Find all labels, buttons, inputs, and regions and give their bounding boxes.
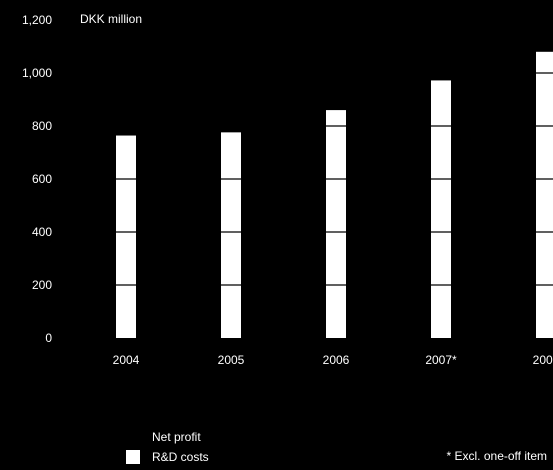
y-tick-label: 800 (32, 119, 52, 133)
y-axis-unit-label: DKK million (80, 12, 142, 26)
y-tick-label: 1,000 (22, 66, 52, 80)
x-tick-label: 2008 (533, 353, 553, 367)
legend-item-rd-costs: R&D costs (126, 447, 209, 467)
bar-rd-costs (326, 110, 346, 338)
legend-swatch-rd-costs (126, 450, 140, 464)
bars (116, 51, 553, 339)
x-axis-ticks: 2004 2005 2006 2007* 2008 (113, 353, 553, 367)
x-tick-label: 2006 (323, 353, 350, 367)
legend-label-net-profit: Net profit (152, 430, 201, 444)
y-tick-label: 0 (45, 331, 52, 345)
legend-label-rd-costs: R&D costs (152, 450, 209, 464)
y-tick-label: 400 (32, 225, 52, 239)
legend: Net profit R&D costs (126, 427, 209, 467)
y-axis-ticks: 0 200 400 600 800 1,000 1,200 (22, 13, 52, 345)
x-tick-label: 2007* (425, 353, 457, 367)
y-tick-label: 200 (32, 278, 52, 292)
y-tick-label: 600 (32, 172, 52, 186)
footnote: * Excl. one-off item (446, 449, 548, 463)
bar-rd-costs (431, 80, 451, 339)
x-tick-label: 2005 (218, 353, 245, 367)
x-tick-label: 2004 (113, 353, 140, 367)
y-tick-label: 1,200 (22, 13, 52, 27)
legend-item-net-profit: Net profit (126, 427, 209, 447)
legend-swatch-net-profit (126, 430, 140, 444)
bar-rd-costs (536, 51, 553, 339)
bar-rd-costs (221, 132, 241, 338)
bar-rd-costs (116, 135, 136, 338)
